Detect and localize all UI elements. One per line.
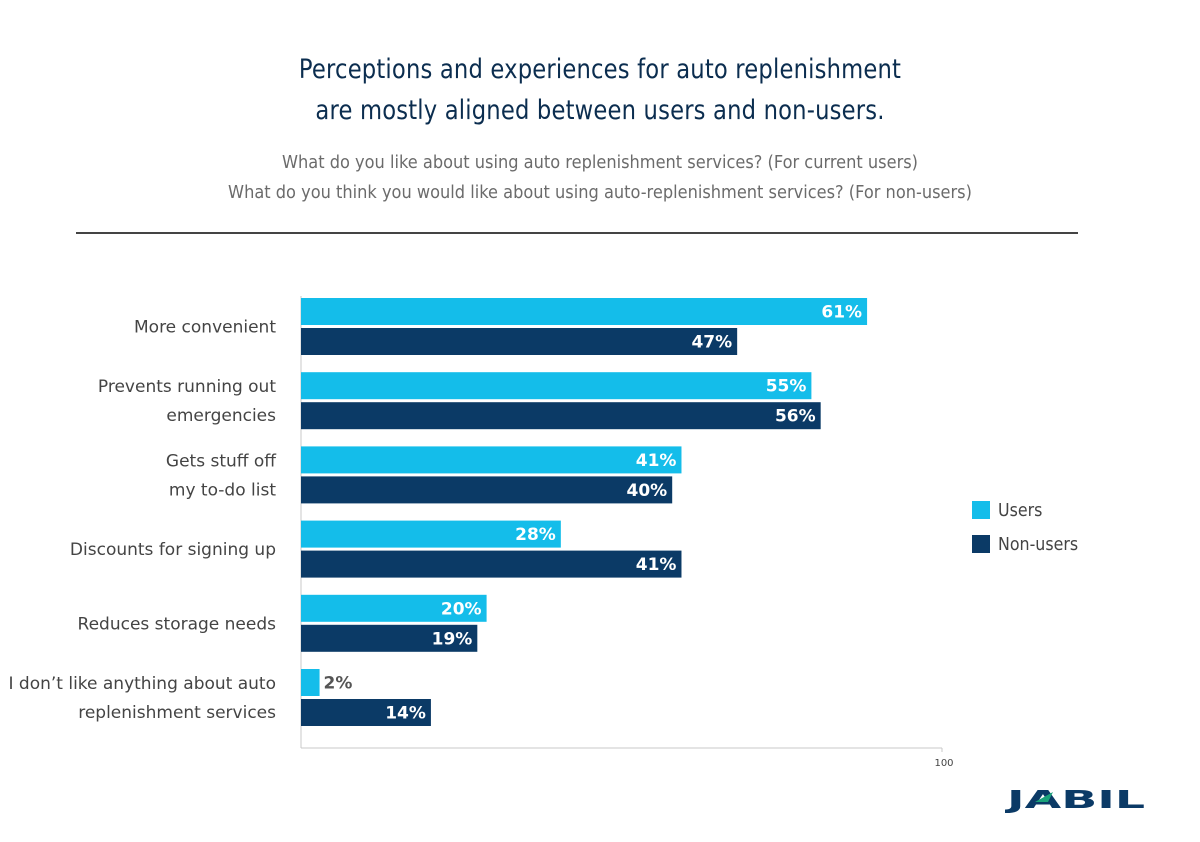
category-label: emergencies [166,406,276,426]
category-label: Discounts for signing up [70,540,276,560]
legend-label-users: Users [998,499,1043,521]
legend-item-users: Users [972,493,1089,527]
bar-non-users [301,624,478,652]
category-label: replenishment services [78,703,276,723]
bar-users [301,446,682,474]
legend-item-non-users: Non-users [972,527,1089,561]
bar-users [301,372,812,400]
chart-title-line-2: are mostly aligned between users and non… [315,95,885,126]
bar-non-users [301,550,682,578]
bar-non-users [301,328,738,355]
legend-swatch-users [972,501,990,519]
bar-non-users [301,476,673,504]
category-label: More convenient [134,318,276,338]
bar-non-users [301,699,431,726]
data-label-non-users: 19% [432,629,473,649]
data-label-non-users: 40% [626,481,667,501]
header-divider [76,232,1078,234]
category-label: Gets stuff off [166,451,277,471]
chart-title-line-1: Perceptions and experiences for auto rep… [298,54,902,85]
bar-non-users [301,402,821,430]
data-label-users: 20% [441,599,482,619]
data-label-users: 28% [515,525,556,545]
legend-swatch-non-users [972,535,990,553]
legend-label-non-users: Non-users [998,533,1079,555]
bar-users [301,594,487,622]
data-label-non-users: 56% [775,407,816,427]
subtitle-non-users-question: What do you think you would like about u… [228,182,972,203]
category-label: Reduces storage needs [78,614,277,634]
data-label-users: 55% [766,377,807,397]
category-label: I don’t like anything about auto [8,674,276,694]
data-label-non-users: 47% [691,333,732,353]
jabil-logo: JABIL [1005,785,1145,814]
category-label: my to-do list [169,480,276,500]
x-tick-label: 100 [934,758,953,769]
data-label-users: 61% [821,303,862,323]
category-label: Prevents running out [98,377,276,397]
subtitle-users-question: What do you like about using auto replen… [281,152,918,173]
logo-accent-mark [1035,792,1053,802]
data-label-users: 2% [324,674,353,694]
chart-legend: Users Non-users [972,493,1089,561]
bar-users [301,669,320,696]
bar-users [301,520,561,548]
bar-users [301,298,868,325]
data-label-non-users: 41% [636,555,677,575]
data-label-non-users: 14% [385,704,426,724]
jabil-logo-text: JABIL [1005,785,1145,814]
data-label-users: 41% [636,451,677,471]
